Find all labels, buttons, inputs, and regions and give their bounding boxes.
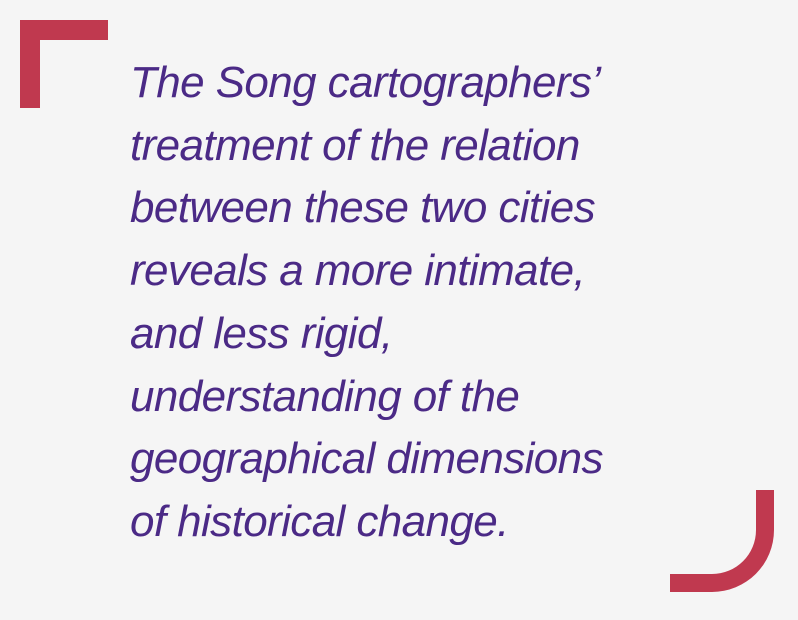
quote-line: geographical dimensions xyxy=(130,434,604,484)
quote-line: and less rigid, xyxy=(130,308,393,358)
quote-line: between these two cities xyxy=(130,183,596,233)
quote-line: understanding of the xyxy=(130,371,520,421)
corner-bracket-bottom-right xyxy=(670,490,774,592)
quote-text: The Song cartographers’ treatment of the… xyxy=(130,52,770,554)
quote-line: of historical change. xyxy=(130,496,509,546)
quote-line: The Song cartographers’ xyxy=(130,58,601,107)
quote-line: reveals a more intimate, xyxy=(130,246,586,296)
quote-line: treatment of the relation xyxy=(130,120,580,170)
corner-bracket-top-left xyxy=(20,20,108,108)
